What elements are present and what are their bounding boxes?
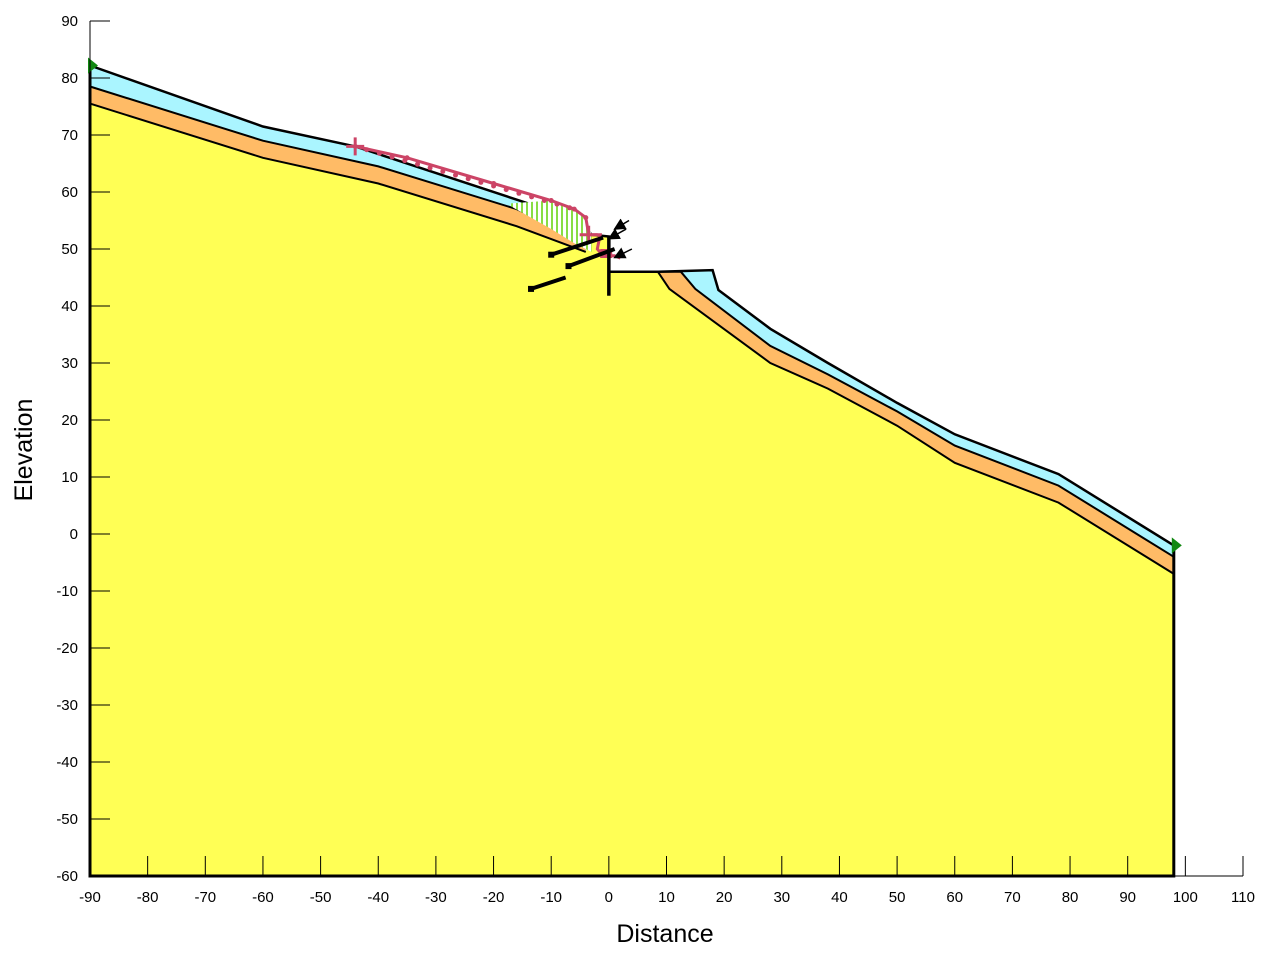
- soil-layers: [90, 66, 1174, 877]
- x-tick-label: 80: [1062, 889, 1079, 906]
- x-tick-label: -50: [310, 889, 332, 906]
- x-tick-label: 70: [1004, 889, 1021, 906]
- slip-surface-point: [377, 151, 382, 156]
- boundary-marker: [1172, 537, 1182, 553]
- x-tick-label: -60: [252, 889, 274, 906]
- y-tick-label: 30: [61, 355, 78, 372]
- slip-surface-point: [549, 198, 554, 203]
- slip-surface-point: [491, 184, 496, 189]
- slip-surface-point: [504, 187, 509, 192]
- y-tick-label: -60: [56, 868, 78, 885]
- y-tick-label: -30: [56, 697, 78, 714]
- x-tick-label: 50: [889, 889, 906, 906]
- y-tick-label: 20: [61, 412, 78, 429]
- slip-surface-point: [440, 169, 445, 174]
- x-tick-label: 110: [1231, 889, 1255, 906]
- x-tick-label: 30: [773, 889, 790, 906]
- load-arrow: [615, 221, 629, 230]
- slip-surface-point: [390, 155, 395, 160]
- x-tick-label: -70: [194, 889, 216, 906]
- y-tick-label: -40: [56, 754, 78, 771]
- x-tick-label: 10: [658, 889, 675, 906]
- x-tick-label: 0: [605, 889, 613, 906]
- y-tick-label: -10: [56, 583, 78, 600]
- x-tick-label: -20: [483, 889, 505, 906]
- x-tick-label: 100: [1173, 889, 1198, 906]
- x-tick-label: 90: [1119, 889, 1136, 906]
- x-tick-label: -10: [540, 889, 562, 906]
- x-tick-label: -40: [367, 889, 389, 906]
- y-tick-label: 70: [61, 127, 78, 144]
- y-tick-label: -50: [56, 811, 78, 828]
- slip-surface-point: [402, 158, 407, 163]
- slip-surface-point: [555, 202, 560, 207]
- slip-surface-point: [364, 147, 369, 152]
- slip-surface-point: [453, 173, 458, 178]
- x-tick-label: -90: [79, 889, 101, 906]
- x-tick-label: 20: [716, 889, 733, 906]
- y-tick-label: 50: [61, 241, 78, 258]
- x-axis-title: Distance: [616, 920, 713, 948]
- slip-surface-point: [572, 207, 577, 212]
- y-tick-label: 0: [70, 526, 78, 543]
- x-tick-label: -80: [137, 889, 159, 906]
- y-tick-label: 10: [61, 469, 78, 486]
- slip-surface-point: [542, 198, 547, 203]
- slip-surface-point: [478, 180, 483, 185]
- y-tick-label: 90: [61, 13, 78, 30]
- x-tick-label: 40: [831, 889, 848, 906]
- x-tick-label: -30: [425, 889, 447, 906]
- load-arrow: [615, 249, 632, 258]
- slip-surface-point: [516, 191, 521, 196]
- y-tick-label: 60: [61, 184, 78, 201]
- y-tick-label: 80: [61, 70, 78, 87]
- slip-surface-point: [466, 176, 471, 181]
- base-soil-region: [90, 104, 1174, 876]
- slip-surface-point: [529, 194, 534, 199]
- anchor-head: [565, 263, 571, 269]
- slip-surface-point: [583, 215, 588, 220]
- anchor-head: [528, 286, 534, 292]
- anchor-head: [548, 252, 554, 258]
- y-tick-label: -20: [56, 640, 78, 657]
- slip-surface-point: [415, 162, 420, 167]
- load-arrow: [609, 229, 626, 239]
- y-tick-label: 40: [61, 298, 78, 315]
- slip-surface-point: [567, 205, 572, 210]
- y-axis-title: Elevation: [10, 399, 38, 502]
- x-tick-label: 60: [946, 889, 963, 906]
- slip-surface-point: [428, 165, 433, 170]
